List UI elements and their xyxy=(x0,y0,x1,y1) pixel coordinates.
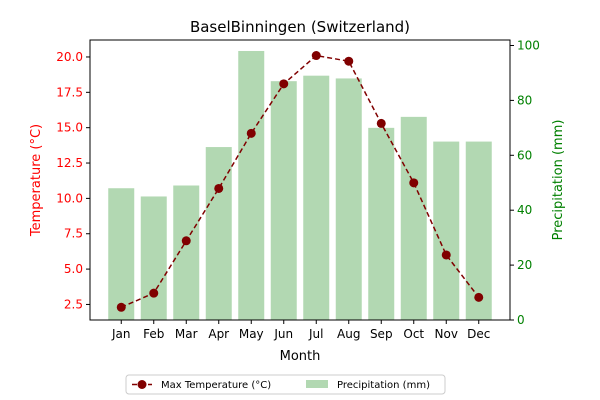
x-axis-label: Month xyxy=(280,349,321,364)
legend-label-precipitation: Precipitation (mm) xyxy=(337,380,430,391)
right-tick-label: 20 xyxy=(517,258,532,272)
precipitation-bar-sep xyxy=(368,127,395,320)
right-tick-label: 0 xyxy=(517,313,525,327)
precipitation-bar-jan xyxy=(108,188,135,320)
x-tick-label-jan: Jan xyxy=(111,327,131,341)
x-tick-label-oct: Oct xyxy=(403,327,424,341)
temperature-point-sep xyxy=(376,118,386,128)
precipitation-bar-jun xyxy=(270,81,297,320)
left-tick-label: 5.0 xyxy=(64,262,83,276)
left-axis: 2.5 5.0 7.5 10.0 12.5 15.0 17.5 20.0 xyxy=(56,50,90,311)
right-tick-label: 100 xyxy=(517,38,540,52)
temperature-point-jul xyxy=(311,51,321,61)
left-tick-label: 7.5 xyxy=(64,227,83,241)
x-tick-label-jul: Jul xyxy=(308,327,323,341)
x-tick-label-mar: Mar xyxy=(175,327,198,341)
x-tick-label-may: May xyxy=(239,327,264,341)
left-tick-label: 12.5 xyxy=(56,156,83,170)
x-tick-label-jun: Jun xyxy=(273,327,293,341)
legend-box xyxy=(125,374,446,395)
temperature-point-oct xyxy=(409,178,419,188)
precipitation-bar-jul xyxy=(303,75,330,320)
precipitation-bar-may xyxy=(238,50,265,320)
precipitation-bar-oct xyxy=(400,116,427,320)
precipitation-bar-aug xyxy=(335,78,362,321)
precipitation-bar-mar xyxy=(173,185,200,320)
temperature-point-feb xyxy=(149,288,159,298)
temperature-point-jun xyxy=(279,79,289,89)
x-tick-label-sep: Sep xyxy=(370,327,393,341)
precipitation-bars xyxy=(108,50,492,321)
temperature-point-apr xyxy=(214,183,224,193)
x-tick-label-nov: Nov xyxy=(435,327,458,341)
plot-frame xyxy=(89,39,511,321)
x-tick-label-dec: Dec xyxy=(467,327,490,341)
left-tick-label: 2.5 xyxy=(64,297,83,311)
left-axis-label: Temperature (°C) xyxy=(29,124,44,237)
right-axis: 0 20 40 60 80 100 xyxy=(510,38,540,327)
temperature-point-nov xyxy=(441,250,451,260)
temperature-point-dec xyxy=(474,292,484,302)
temperature-point-jan xyxy=(116,302,126,312)
x-tick-label-feb: Feb xyxy=(143,327,164,341)
precipitation-bar-nov xyxy=(433,141,460,320)
right-tick-label: 40 xyxy=(517,203,532,217)
left-tick-label: 10.0 xyxy=(56,191,83,205)
x-axis: Jan Feb Mar Apr May Jun Jul Aug Sep Oct Nov Dec xyxy=(111,320,490,341)
chart-title: BaselBinningen (Switzerland) xyxy=(190,18,410,36)
temperature-point-may xyxy=(246,128,256,138)
x-tick-label-aug: Aug xyxy=(337,327,360,341)
precipitation-bar-apr xyxy=(205,147,232,320)
right-tick-label: 80 xyxy=(517,93,532,107)
right-tick-label: 60 xyxy=(517,148,532,162)
legend-bar-swatch xyxy=(306,380,328,388)
legend: Max Temperature (°C) Precipitation (mm) xyxy=(125,374,446,395)
left-tick-label: 20.0 xyxy=(56,50,83,64)
left-tick-label: 15.0 xyxy=(56,121,83,135)
temperature-point-mar xyxy=(181,236,191,246)
temperature-point-aug xyxy=(344,56,354,66)
legend-label-temperature: Max Temperature (°C) xyxy=(161,380,271,391)
x-tick-label-apr: Apr xyxy=(208,327,229,341)
left-tick-label: 17.5 xyxy=(56,85,83,99)
right-axis-label: Precipitation (mm) xyxy=(551,120,566,241)
temperature-line xyxy=(116,51,484,312)
precipitation-bar-dec xyxy=(465,141,492,320)
precipitation-bar-feb xyxy=(140,196,167,320)
legend-marker-swatch xyxy=(137,380,147,389)
